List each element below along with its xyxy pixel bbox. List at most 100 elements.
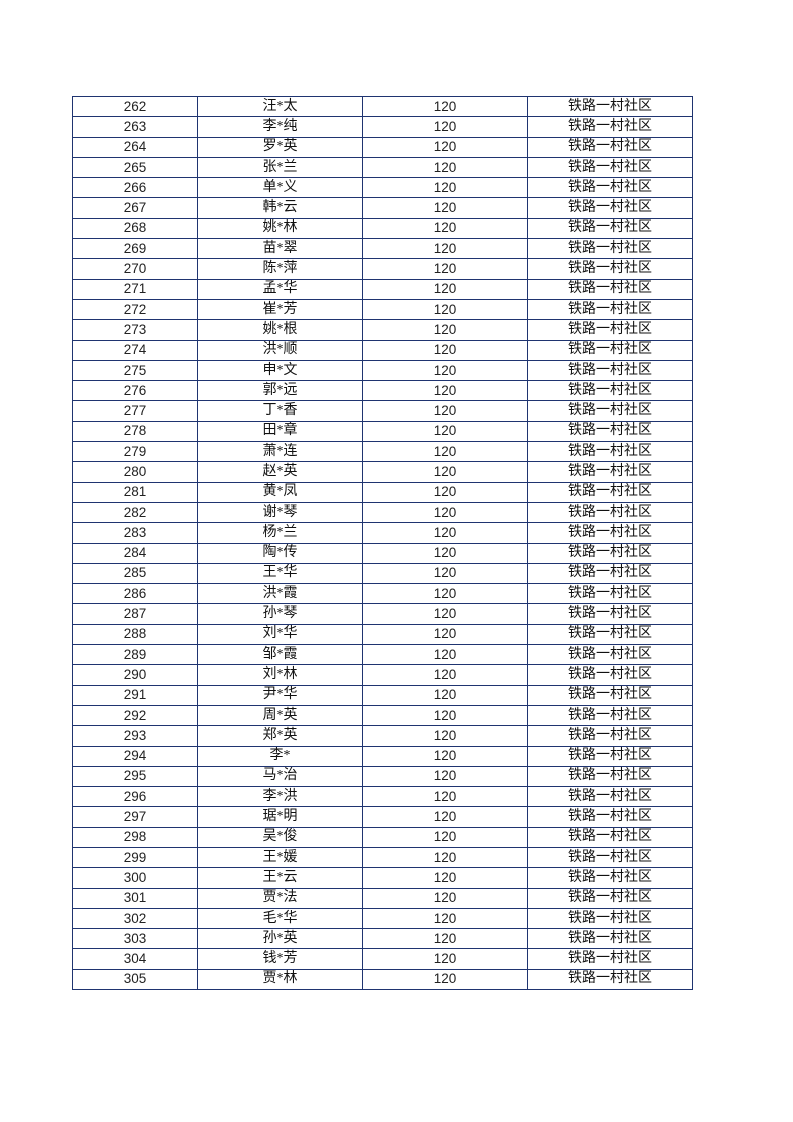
table-row: 275 申*文 120 铁路一村社区 [72,359,693,382]
community-cell: 铁路一村社区 [527,298,693,321]
community-cell: 铁路一村社区 [527,826,693,848]
community-cell: 铁路一村社区 [527,217,693,240]
amount-cell: 120 [362,583,528,605]
amount-cell: 120 [362,278,528,300]
name-cell: 田*章 [197,420,363,443]
table-row: 273 姚*根 120 铁路一村社区 [72,319,693,341]
community-cell: 铁路一村社区 [527,664,693,686]
name-cell: 苗*翠 [197,238,363,260]
community-cell: 铁路一村社区 [527,806,693,828]
table-row: 304 钱*芳 120 铁路一村社区 [72,948,693,970]
amount-cell: 120 [362,177,528,199]
row-number-cell: 301 [72,887,198,909]
table-row: 294 李* 120 铁路一村社区 [72,745,693,767]
amount-cell: 120 [362,684,528,706]
amount-cell: 120 [362,542,528,564]
amount-cell: 120 [362,887,528,909]
name-cell: 萧*连 [197,441,363,463]
community-cell: 铁路一村社区 [527,156,693,179]
community-cell: 铁路一村社区 [527,603,693,625]
community-cell: 铁路一村社区 [527,400,693,422]
community-cell: 铁路一村社区 [527,725,693,747]
amount-cell: 120 [362,420,528,443]
amount-cell: 120 [362,664,528,686]
row-number-cell: 280 [72,461,198,483]
amount-cell: 120 [362,501,528,524]
table-row: 274 洪*顺 120 铁路一村社区 [72,339,693,361]
name-cell: 赵*英 [197,461,363,483]
amount-cell: 120 [362,623,528,646]
row-number-cell: 267 [72,197,198,219]
community-cell: 铁路一村社区 [527,95,693,118]
name-cell: 贾*法 [197,887,363,909]
name-cell: 洪*顺 [197,339,363,361]
community-cell: 铁路一村社区 [527,765,693,788]
amount-cell: 120 [362,238,528,260]
amount-cell: 120 [362,481,528,503]
community-cell: 铁路一村社区 [527,278,693,300]
name-cell: 邹*霞 [197,644,363,666]
amount-cell: 120 [362,786,528,808]
table-body: 262 汪*太 120 铁路一村社区 263 李*纯 120 铁路一村社区 264 罗*英 120 铁… [72,95,693,991]
name-cell: 汪*太 [197,95,363,118]
community-cell: 铁路一村社区 [527,197,693,219]
row-number-cell: 279 [72,441,198,463]
row-number-cell: 265 [72,156,198,179]
table-row: 276 郭*远 120 铁路一村社区 [72,380,693,402]
amount-cell: 120 [362,867,528,889]
row-number-cell: 288 [72,623,198,646]
name-cell: 李*洪 [197,786,363,808]
community-cell: 铁路一村社区 [527,684,693,706]
community-cell: 铁路一村社区 [527,542,693,564]
name-cell: 钱*芳 [197,948,363,970]
table-row: 279 萧*连 120 铁路一村社区 [72,441,693,463]
table-row: 305 贾*林 120 铁路一村社区 [72,968,693,991]
row-number-cell: 287 [72,603,198,625]
amount-cell: 120 [362,765,528,788]
community-cell: 铁路一村社区 [527,867,693,889]
table-row: 263 李*纯 120 铁路一村社区 [72,116,693,138]
community-cell: 铁路一村社区 [527,522,693,544]
amount-cell: 120 [362,197,528,219]
table-row: 301 贾*法 120 铁路一村社区 [72,887,693,909]
community-cell: 铁路一村社区 [527,461,693,483]
row-number-cell: 277 [72,400,198,422]
row-number-cell: 266 [72,177,198,199]
table-row: 284 陶*传 120 铁路一村社区 [72,542,693,564]
amount-cell: 120 [362,928,528,950]
row-number-cell: 282 [72,501,198,524]
row-number-cell: 273 [72,319,198,341]
community-cell: 铁路一村社区 [527,623,693,646]
name-cell: 郑*英 [197,725,363,747]
table-row: 286 洪*霞 120 铁路一村社区 [72,583,693,605]
table-row: 292 周*英 120 铁路一村社区 [72,704,693,727]
table-row: 270 陈*萍 120 铁路一村社区 [72,258,693,280]
table-row: 265 张*兰 120 铁路一村社区 [72,156,693,179]
amount-cell: 120 [362,846,528,869]
community-cell: 铁路一村社区 [527,846,693,869]
amount-cell: 120 [362,400,528,422]
row-number-cell: 275 [72,359,198,382]
community-cell: 铁路一村社区 [527,948,693,970]
table-row: 302 毛*华 120 铁路一村社区 [72,907,693,930]
row-number-cell: 303 [72,928,198,950]
row-number-cell: 296 [72,786,198,808]
table-row: 277 丁*香 120 铁路一村社区 [72,400,693,422]
amount-cell: 120 [362,380,528,402]
amount-cell: 120 [362,359,528,382]
amount-cell: 120 [362,603,528,625]
table-row: 295 马*治 120 铁路一村社区 [72,765,693,788]
row-number-cell: 274 [72,339,198,361]
amount-cell: 120 [362,725,528,747]
amount-cell: 120 [362,298,528,321]
row-number-cell: 299 [72,846,198,869]
community-cell: 铁路一村社区 [527,644,693,666]
name-cell: 杨*兰 [197,522,363,544]
row-number-cell: 289 [72,644,198,666]
name-cell: 孙*琴 [197,603,363,625]
amount-cell: 120 [362,217,528,240]
community-cell: 铁路一村社区 [527,319,693,341]
table-row: 280 赵*英 120 铁路一村社区 [72,461,693,483]
amount-cell: 120 [362,339,528,361]
row-number-cell: 284 [72,542,198,564]
